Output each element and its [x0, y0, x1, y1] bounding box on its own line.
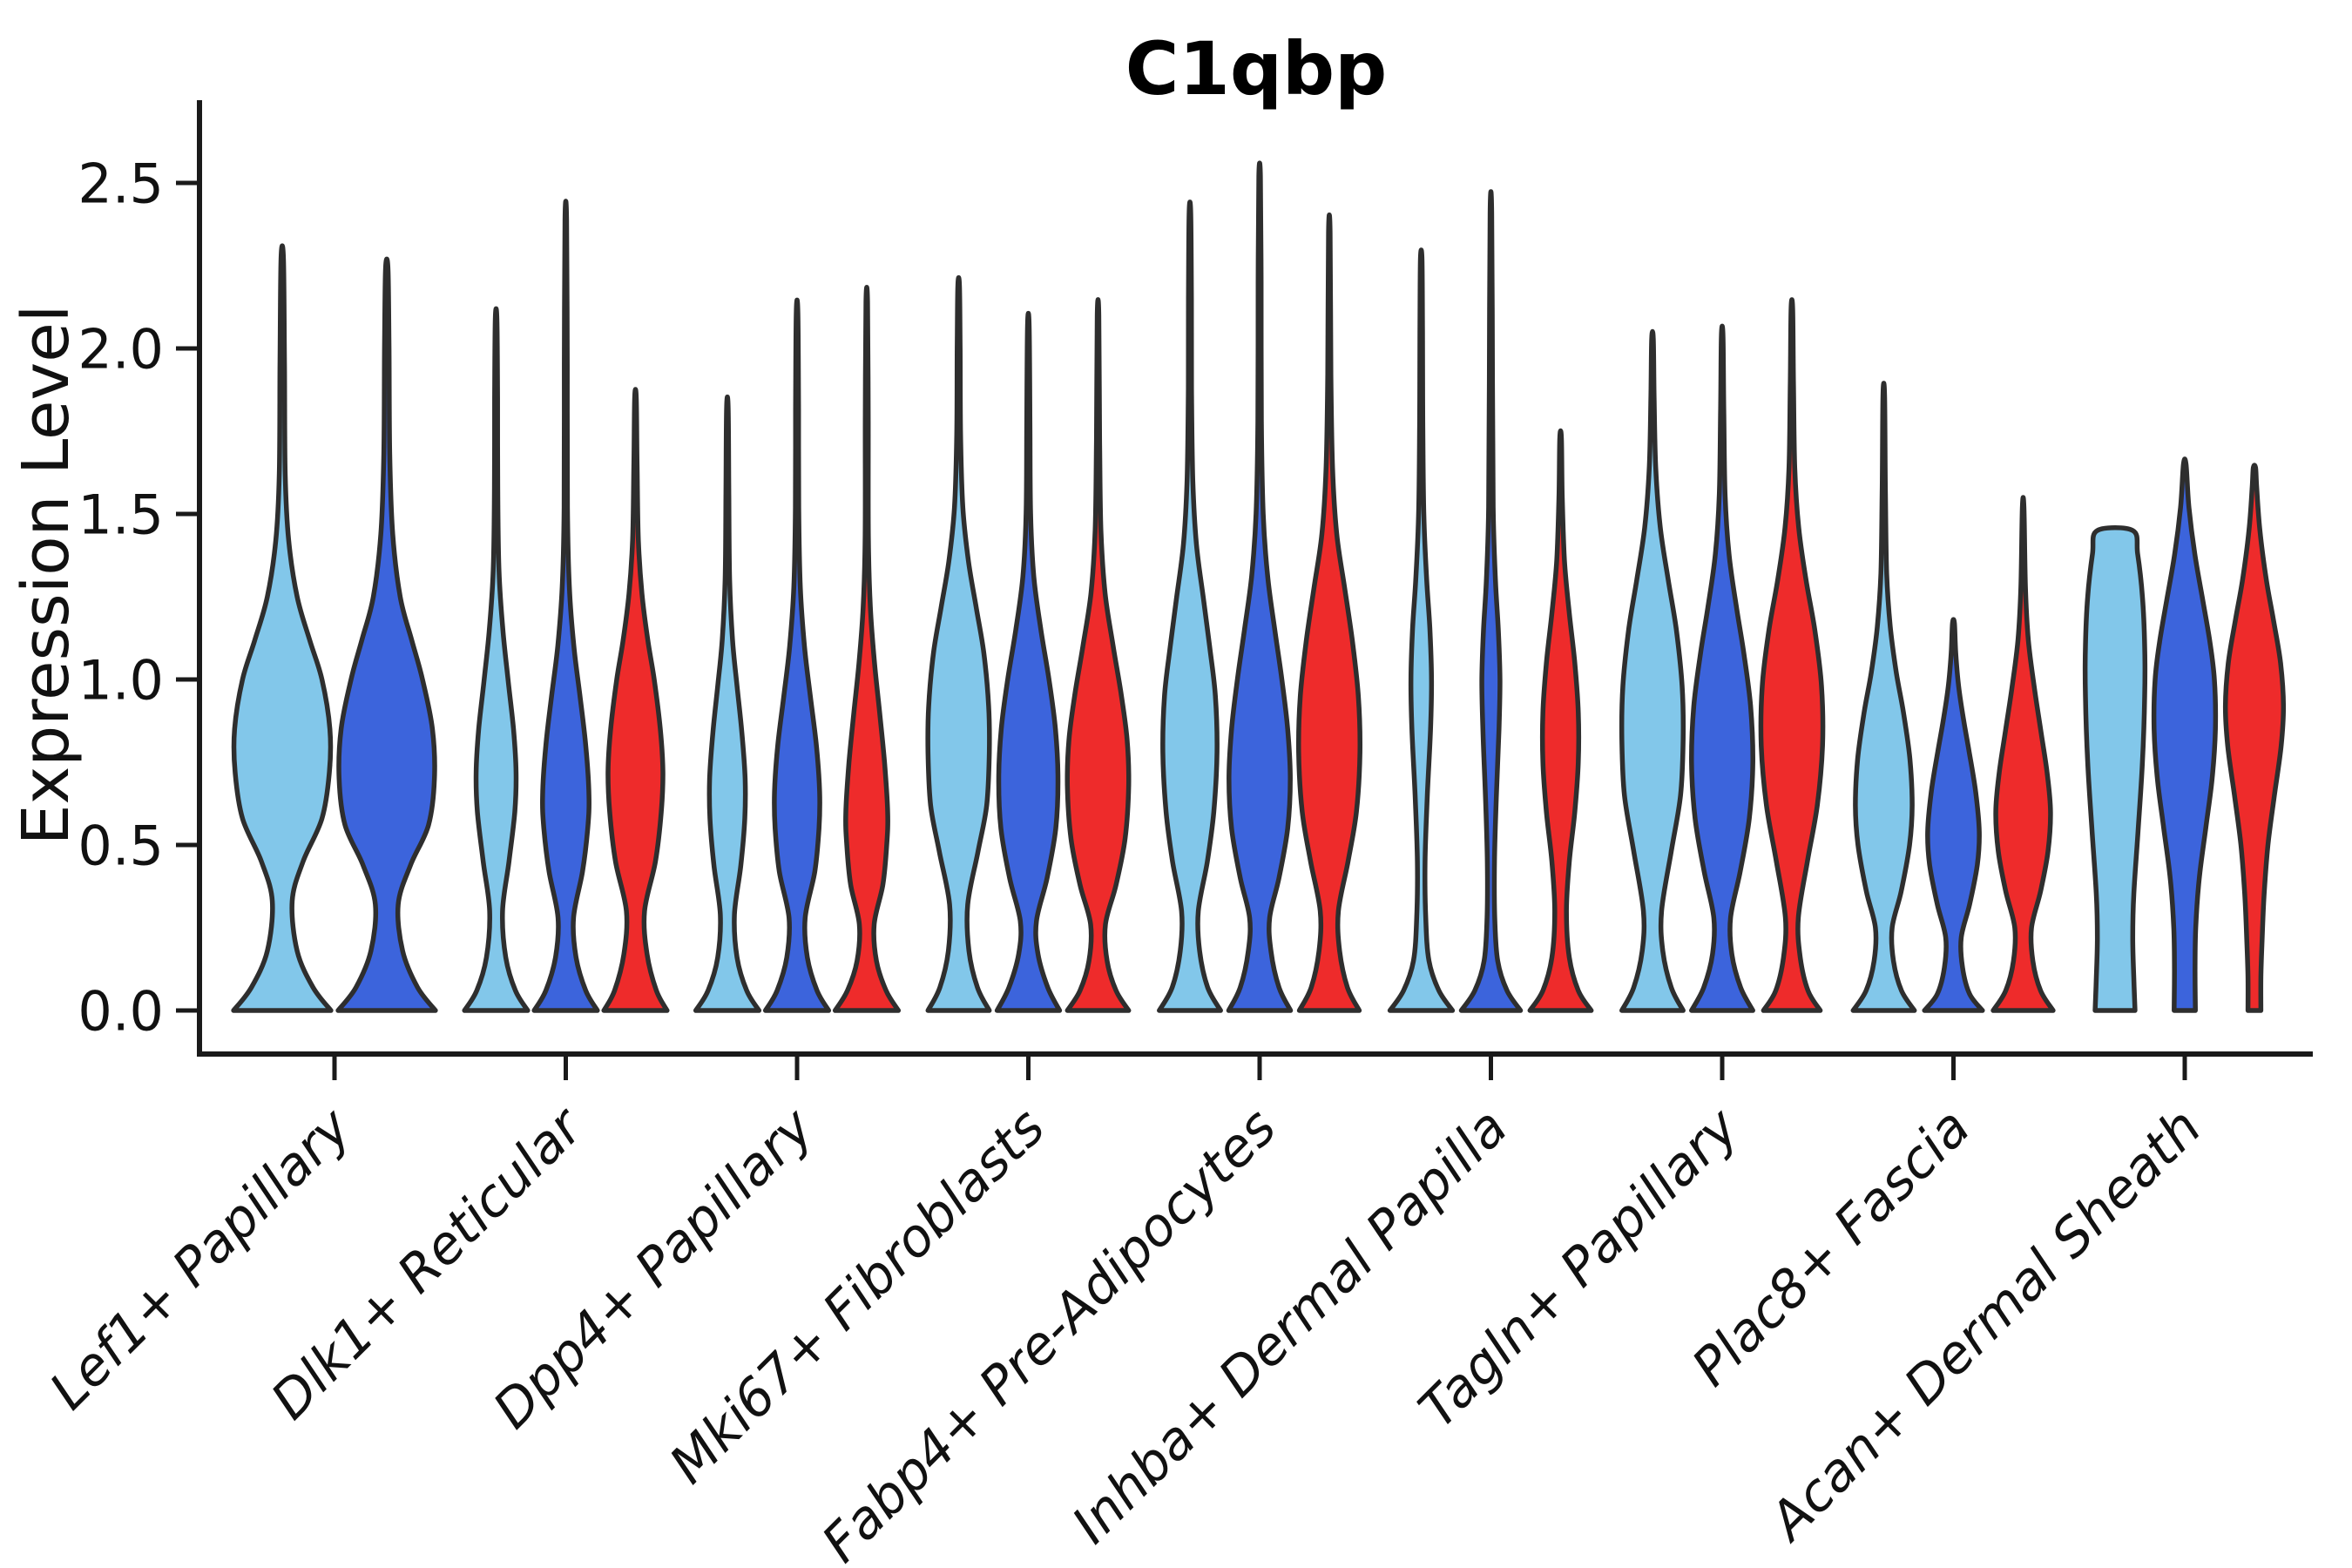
x-tick-label: Mki67+ Fibroblasts	[659, 1097, 1058, 1496]
violin-mki67-fibroblasts-dark	[994, 310, 1063, 1013]
violin-dlk1-reticular-red	[601, 387, 670, 1013]
violin-tagln-papillary-light	[1619, 328, 1686, 1013]
violin-inhba-dermal-papilla-light	[1387, 247, 1456, 1013]
y-tick-label: 0.5	[78, 814, 164, 877]
violin-plac8-fascia-dark	[1922, 617, 1985, 1013]
y-tick-label: 2.0	[78, 317, 164, 381]
chart-title: C1qbp	[1125, 26, 1387, 112]
violin-mki67-fibroblasts-red	[1064, 297, 1132, 1013]
axes-layer	[176, 100, 2313, 1080]
violin-inhba-dermal-papilla-dark	[1458, 189, 1524, 1013]
violin-inhba-dermal-papilla-red	[1527, 428, 1594, 1013]
y-tick-label: 2.5	[78, 152, 164, 215]
y-tick-label: 1.0	[78, 648, 164, 712]
violin-fabp4-pre-adipocytes-dark	[1226, 160, 1294, 1013]
violin-acan-dermal-sheath-red	[2222, 463, 2287, 1013]
y-axis-label: Expression Level	[9, 305, 84, 846]
violin-fabp4-pre-adipocytes-light	[1157, 199, 1223, 1013]
y-tick-label: 1.5	[78, 483, 164, 546]
violin-plac8-fascia-red	[1990, 495, 2056, 1013]
x-tick-label: Acan+ Dermal Sheath	[1756, 1097, 2213, 1554]
violin-dpp4-papillary-light	[693, 394, 762, 1013]
violin-dlk1-reticular-light	[462, 306, 531, 1013]
violin-tagln-papillary-dark	[1689, 323, 1755, 1013]
x-tick-label: Inhba+ Dermal Papilla	[1061, 1097, 1519, 1555]
x-tick-label: Fabp4+ Pre-Adipocytes	[810, 1097, 1288, 1568]
violin-acan-dermal-sheath-dark	[2151, 456, 2219, 1013]
violin-lef1-papillary-light	[231, 243, 334, 1013]
violin-dpp4-papillary-red	[832, 284, 902, 1013]
violin-tagln-papillary-red	[1758, 297, 1826, 1013]
violin-fabp4-pre-adipocytes-red	[1295, 212, 1363, 1013]
violin-dpp4-papillary-dark	[762, 297, 832, 1013]
violin-plac8-fascia-light	[1850, 381, 1917, 1013]
violins-layer	[231, 160, 2287, 1013]
violin-mki67-fibroblasts-light	[925, 275, 992, 1013]
violin-lef1-papillary-dark	[335, 256, 438, 1013]
y-tick-label: 0.0	[78, 979, 164, 1043]
violin-acan-dermal-sheath-light	[2082, 524, 2148, 1013]
violin-dlk1-reticular-dark	[531, 199, 600, 1013]
